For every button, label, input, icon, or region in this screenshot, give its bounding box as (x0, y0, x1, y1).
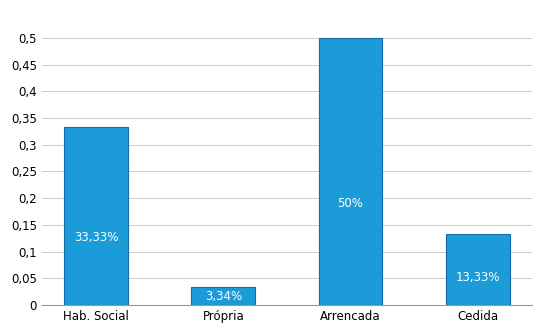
Bar (64, 127, 128, 305)
Text: 3,34%: 3,34% (205, 290, 242, 303)
Text: 13,33%: 13,33% (456, 272, 500, 285)
Bar (192, 287, 255, 305)
Bar (319, 38, 382, 305)
Bar (446, 234, 510, 305)
Text: 50%: 50% (338, 197, 363, 210)
Text: 33,33%: 33,33% (74, 231, 118, 244)
